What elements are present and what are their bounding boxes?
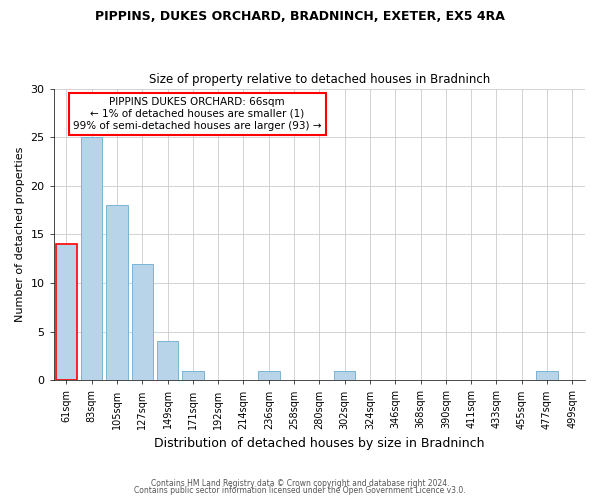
Text: PIPPINS, DUKES ORCHARD, BRADNINCH, EXETER, EX5 4RA: PIPPINS, DUKES ORCHARD, BRADNINCH, EXETE… [95,10,505,23]
Bar [182,370,203,380]
Bar [334,370,355,380]
Bar [536,370,558,380]
Title: Size of property relative to detached houses in Bradninch: Size of property relative to detached ho… [149,73,490,86]
Bar [81,137,103,380]
Bar [106,205,128,380]
Text: PIPPINS DUKES ORCHARD: 66sqm
← 1% of detached houses are smaller (1)
99% of semi: PIPPINS DUKES ORCHARD: 66sqm ← 1% of det… [73,98,322,130]
Bar [157,342,178,380]
X-axis label: Distribution of detached houses by size in Bradninch: Distribution of detached houses by size … [154,437,485,450]
Text: Contains public sector information licensed under the Open Government Licence v3: Contains public sector information licen… [134,486,466,495]
Bar [131,264,153,380]
Y-axis label: Number of detached properties: Number of detached properties [15,146,25,322]
Bar [56,244,77,380]
Bar [258,370,280,380]
Text: Contains HM Land Registry data © Crown copyright and database right 2024.: Contains HM Land Registry data © Crown c… [151,478,449,488]
